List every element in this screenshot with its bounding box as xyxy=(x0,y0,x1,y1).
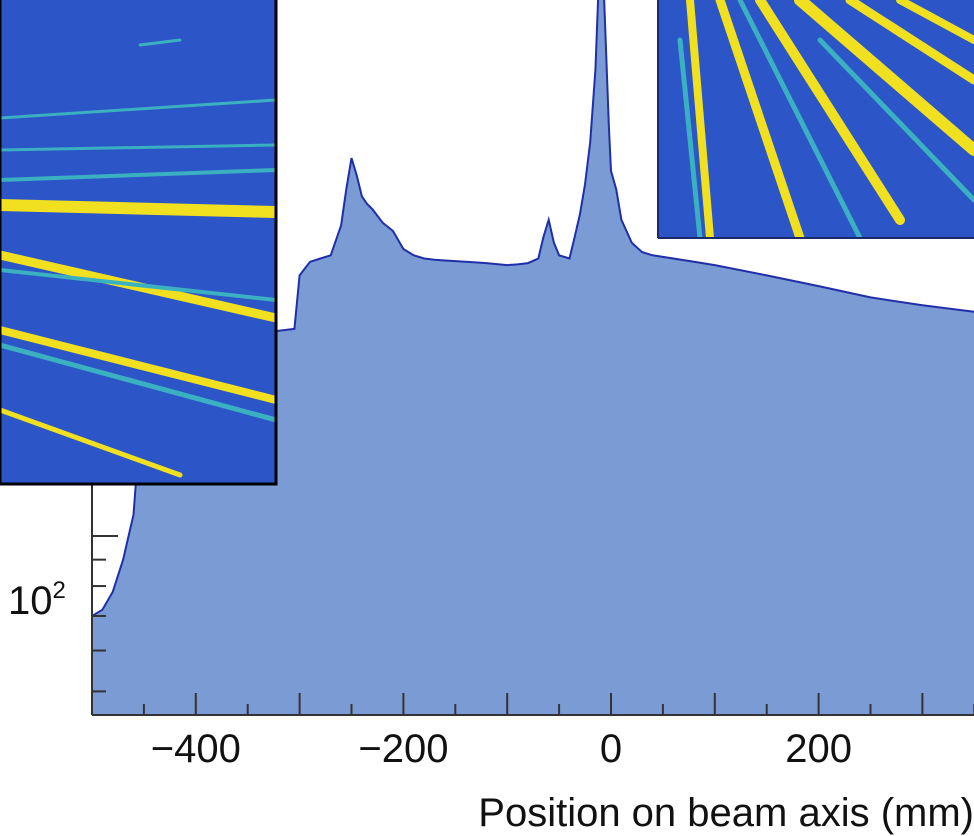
right-inset-image xyxy=(657,0,974,239)
right-inset-tracks xyxy=(677,0,974,238)
x-ticks xyxy=(91,693,974,715)
left-inset-frame xyxy=(0,0,278,486)
inset-track xyxy=(794,0,974,156)
y-tick-label-100: 102 xyxy=(8,577,66,623)
inset-track xyxy=(737,0,863,238)
inset-track xyxy=(677,37,703,238)
x-tick-label: 200 xyxy=(785,727,852,771)
left-inset-tracks xyxy=(0,38,276,478)
inset-track xyxy=(686,0,714,238)
inset-track xyxy=(0,98,276,120)
inset-track xyxy=(0,168,276,182)
inset-track xyxy=(0,268,276,302)
inset-track xyxy=(0,199,276,218)
x-axis-title: Position on beam axis (mm) xyxy=(478,791,974,835)
inset-track xyxy=(0,342,276,423)
inset-track xyxy=(755,0,905,225)
y-tick-label-exponent: 2 xyxy=(53,577,66,604)
inset-track xyxy=(0,407,183,478)
inset-track xyxy=(817,37,974,203)
left-inset-image xyxy=(0,0,278,486)
inset-track xyxy=(845,0,974,85)
y-tick-label-base: 10 xyxy=(8,579,53,623)
inset-track xyxy=(0,326,276,404)
x-tick-label: −400 xyxy=(151,727,241,771)
inset-track xyxy=(715,0,805,238)
x-tick-label: 0 xyxy=(600,727,622,771)
inset-track xyxy=(0,143,276,152)
x-tick-label: −200 xyxy=(358,727,448,771)
series-fill-area xyxy=(92,0,974,715)
x-tick-labels: −400−2000200400 xyxy=(151,727,852,771)
inset-track xyxy=(896,0,974,44)
left-inset-background xyxy=(0,0,276,484)
inset-track xyxy=(138,38,182,47)
